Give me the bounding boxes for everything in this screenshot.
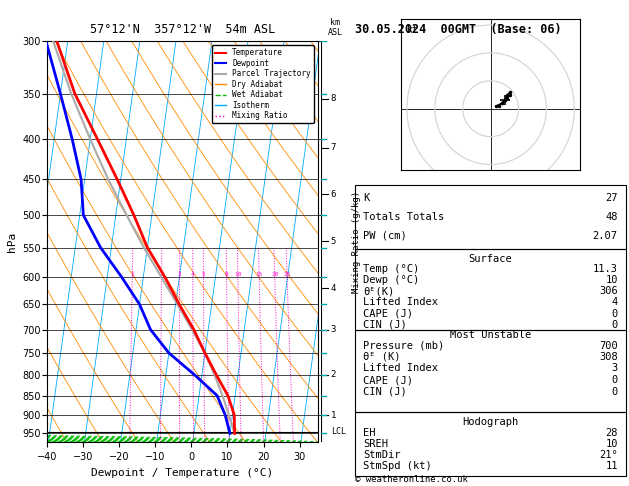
Text: Hodograph: Hodograph xyxy=(462,417,519,427)
Text: 10: 10 xyxy=(605,276,618,285)
Text: 0: 0 xyxy=(611,387,618,397)
Text: kt: kt xyxy=(407,25,418,35)
Text: 0: 0 xyxy=(611,375,618,385)
Text: 10: 10 xyxy=(605,439,618,449)
Text: 20: 20 xyxy=(271,272,279,278)
Text: 57°12'N  357°12'W  54m ASL: 57°12'N 357°12'W 54m ASL xyxy=(90,23,275,36)
Text: θᴱ(K): θᴱ(K) xyxy=(364,286,395,296)
Text: 4: 4 xyxy=(331,284,336,293)
Text: 1: 1 xyxy=(331,411,336,419)
Text: 11: 11 xyxy=(605,461,618,471)
Text: Dewp (°C): Dewp (°C) xyxy=(364,276,420,285)
Text: Totals Totals: Totals Totals xyxy=(364,212,445,222)
Text: 4: 4 xyxy=(611,297,618,308)
Text: StmDir: StmDir xyxy=(364,451,401,460)
Text: CIN (J): CIN (J) xyxy=(364,320,407,330)
Text: 28: 28 xyxy=(605,428,618,438)
Text: Lifted Index: Lifted Index xyxy=(364,364,438,373)
Text: 6: 6 xyxy=(331,190,336,199)
Text: 15: 15 xyxy=(255,272,263,278)
Text: 8: 8 xyxy=(225,272,228,278)
Text: Pressure (mb): Pressure (mb) xyxy=(364,341,445,350)
Text: StmSpd (kt): StmSpd (kt) xyxy=(364,461,432,471)
Legend: Temperature, Dewpoint, Parcel Trajectory, Dry Adiabat, Wet Adiabat, Isotherm, Mi: Temperature, Dewpoint, Parcel Trajectory… xyxy=(211,45,314,123)
Text: © weatheronline.co.uk: © weatheronline.co.uk xyxy=(355,474,468,484)
Bar xyxy=(355,330,626,412)
Text: Most Unstable: Most Unstable xyxy=(450,330,532,340)
Text: Lifted Index: Lifted Index xyxy=(364,297,438,308)
Text: 30.05.2024  00GMT  (Base: 06): 30.05.2024 00GMT (Base: 06) xyxy=(355,23,562,36)
Text: 0: 0 xyxy=(611,320,618,330)
Text: 10: 10 xyxy=(234,272,242,278)
Text: Mixing Ratio (g/kg): Mixing Ratio (g/kg) xyxy=(352,191,361,293)
Text: 308: 308 xyxy=(599,352,618,362)
Text: 306: 306 xyxy=(599,286,618,296)
Text: 700: 700 xyxy=(599,341,618,350)
Text: 1: 1 xyxy=(130,272,134,278)
Text: 11.3: 11.3 xyxy=(593,264,618,274)
Text: 2: 2 xyxy=(331,370,336,380)
Text: 3: 3 xyxy=(611,364,618,373)
Text: SREH: SREH xyxy=(364,439,389,449)
Bar xyxy=(355,249,626,330)
Text: EH: EH xyxy=(364,428,376,438)
Text: 2: 2 xyxy=(160,272,164,278)
Text: 27: 27 xyxy=(605,193,618,203)
Text: 5: 5 xyxy=(331,237,336,246)
Text: 8: 8 xyxy=(331,94,336,103)
Text: Temp (°C): Temp (°C) xyxy=(364,264,420,274)
Text: 21°: 21° xyxy=(599,451,618,460)
Text: 25: 25 xyxy=(283,272,291,278)
Text: LCL: LCL xyxy=(331,427,346,436)
Bar xyxy=(355,185,626,249)
Text: 0: 0 xyxy=(611,309,618,318)
Text: 7: 7 xyxy=(331,143,336,152)
Y-axis label: hPa: hPa xyxy=(7,232,17,252)
Text: CAPE (J): CAPE (J) xyxy=(364,375,413,385)
Text: 4: 4 xyxy=(191,272,195,278)
Text: Surface: Surface xyxy=(469,254,513,264)
Text: θᴱ (K): θᴱ (K) xyxy=(364,352,401,362)
Text: PW (cm): PW (cm) xyxy=(364,231,407,241)
Text: 48: 48 xyxy=(605,212,618,222)
Text: 3: 3 xyxy=(331,325,336,334)
Text: K: K xyxy=(364,193,370,203)
Text: 3: 3 xyxy=(177,272,181,278)
Text: CIN (J): CIN (J) xyxy=(364,387,407,397)
Text: 2.07: 2.07 xyxy=(593,231,618,241)
Text: km
ASL: km ASL xyxy=(328,18,342,37)
X-axis label: Dewpoint / Temperature (°C): Dewpoint / Temperature (°C) xyxy=(91,468,274,478)
Text: CAPE (J): CAPE (J) xyxy=(364,309,413,318)
Text: 5: 5 xyxy=(201,272,205,278)
Bar xyxy=(355,412,626,476)
